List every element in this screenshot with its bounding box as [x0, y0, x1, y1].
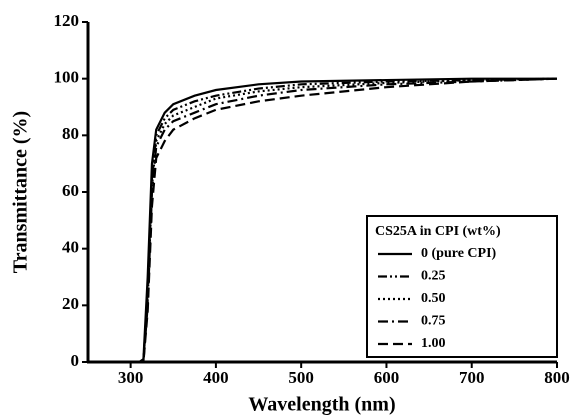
y-tick-label: 60 [62, 181, 79, 200]
legend-label: 1.00 [421, 336, 446, 351]
y-tick-label: 80 [62, 124, 79, 143]
x-tick-label: 300 [118, 368, 144, 387]
x-tick-label: 700 [459, 368, 485, 387]
x-axis-label: Wavelength (nm) [248, 394, 395, 416]
legend-label: 0 (pure CPI) [421, 246, 497, 261]
series-line [88, 77, 557, 364]
x-tick-label: 800 [544, 368, 570, 387]
legend-label: 0.50 [421, 291, 446, 306]
x-tick-label: 600 [374, 368, 400, 387]
series-line [88, 77, 558, 364]
y-tick-label: 100 [54, 68, 80, 87]
series-line [88, 77, 558, 364]
y-tick-label: 20 [62, 294, 79, 313]
x-tick-label: 500 [288, 368, 314, 387]
y-tick-label: 0 [71, 351, 80, 370]
y-axis-label: Transmittance (%) [10, 111, 32, 273]
y-tick-label: 40 [62, 238, 79, 257]
x-tick-label: 400 [203, 368, 229, 387]
legend-label: 0.25 [421, 269, 446, 284]
legend-box [366, 215, 558, 358]
legend-label: 0.75 [421, 314, 446, 329]
y-tick-label: 120 [54, 11, 80, 30]
series-line [88, 77, 558, 364]
legend-title: CS25A in CPI (wt%) [375, 224, 501, 239]
